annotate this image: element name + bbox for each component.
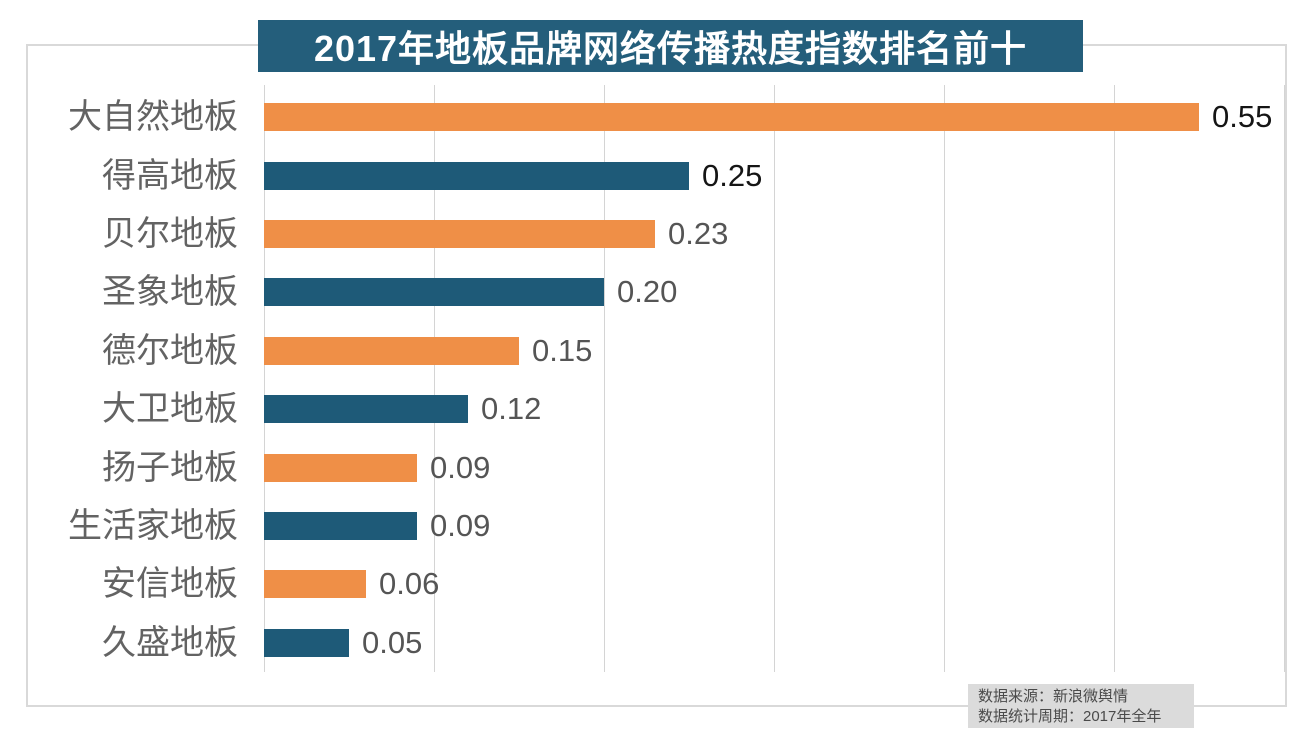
category-label: 得高地板 (102, 156, 238, 195)
value-label: 0.15 (532, 332, 593, 368)
gridline (434, 85, 435, 672)
category-label: 贝尔地板 (102, 215, 238, 253)
data-source-line: 数据来源：新浪微舆情 (978, 688, 1129, 705)
data-period-line: 数据统计周期：2017年全年 (978, 708, 1162, 725)
gridline (264, 85, 265, 672)
chart-title: 2017年地板品牌网络传播热度指数排名前十 (313, 28, 1028, 69)
gridline (604, 85, 605, 672)
value-label: 0.23 (668, 216, 729, 251)
value-label: 0.12 (481, 391, 542, 427)
category-label: 德尔地板 (102, 331, 238, 370)
data-source-box: 数据来源：新浪微舆情 数据统计周期：2017年全年 (968, 684, 1194, 728)
value-label: 0.06 (379, 566, 440, 602)
gridline (1284, 85, 1285, 672)
bar (264, 628, 349, 657)
value-label: 0.20 (617, 274, 678, 310)
bar (264, 453, 417, 482)
bar (264, 220, 655, 248)
chart-title-banner: 2017年地板品牌网络传播热度指数排名前十 (258, 20, 1083, 72)
bar (264, 278, 604, 307)
category-label: 大自然地板 (68, 98, 238, 137)
bar (264, 103, 1199, 132)
bar (264, 512, 417, 540)
gridline (1114, 85, 1115, 672)
value-label: 0.25 (702, 157, 763, 193)
category-label: 大卫地板 (102, 390, 238, 429)
bar (264, 570, 366, 599)
gridline (774, 85, 775, 672)
category-label: 圣象地板 (102, 273, 238, 312)
value-label: 0.05 (362, 624, 423, 660)
category-label: 安信地板 (102, 565, 238, 604)
value-label: 0.09 (430, 449, 491, 485)
value-label: 0.55 (1212, 99, 1273, 135)
gridline (944, 85, 945, 672)
value-label: 0.09 (430, 508, 491, 543)
bar (264, 161, 689, 190)
plot-border (26, 44, 1287, 707)
bar (264, 336, 519, 365)
category-label: 扬子地板 (102, 448, 238, 487)
category-label: 生活家地板 (68, 507, 238, 545)
category-label: 久盛地板 (102, 623, 238, 662)
bar (264, 395, 468, 424)
